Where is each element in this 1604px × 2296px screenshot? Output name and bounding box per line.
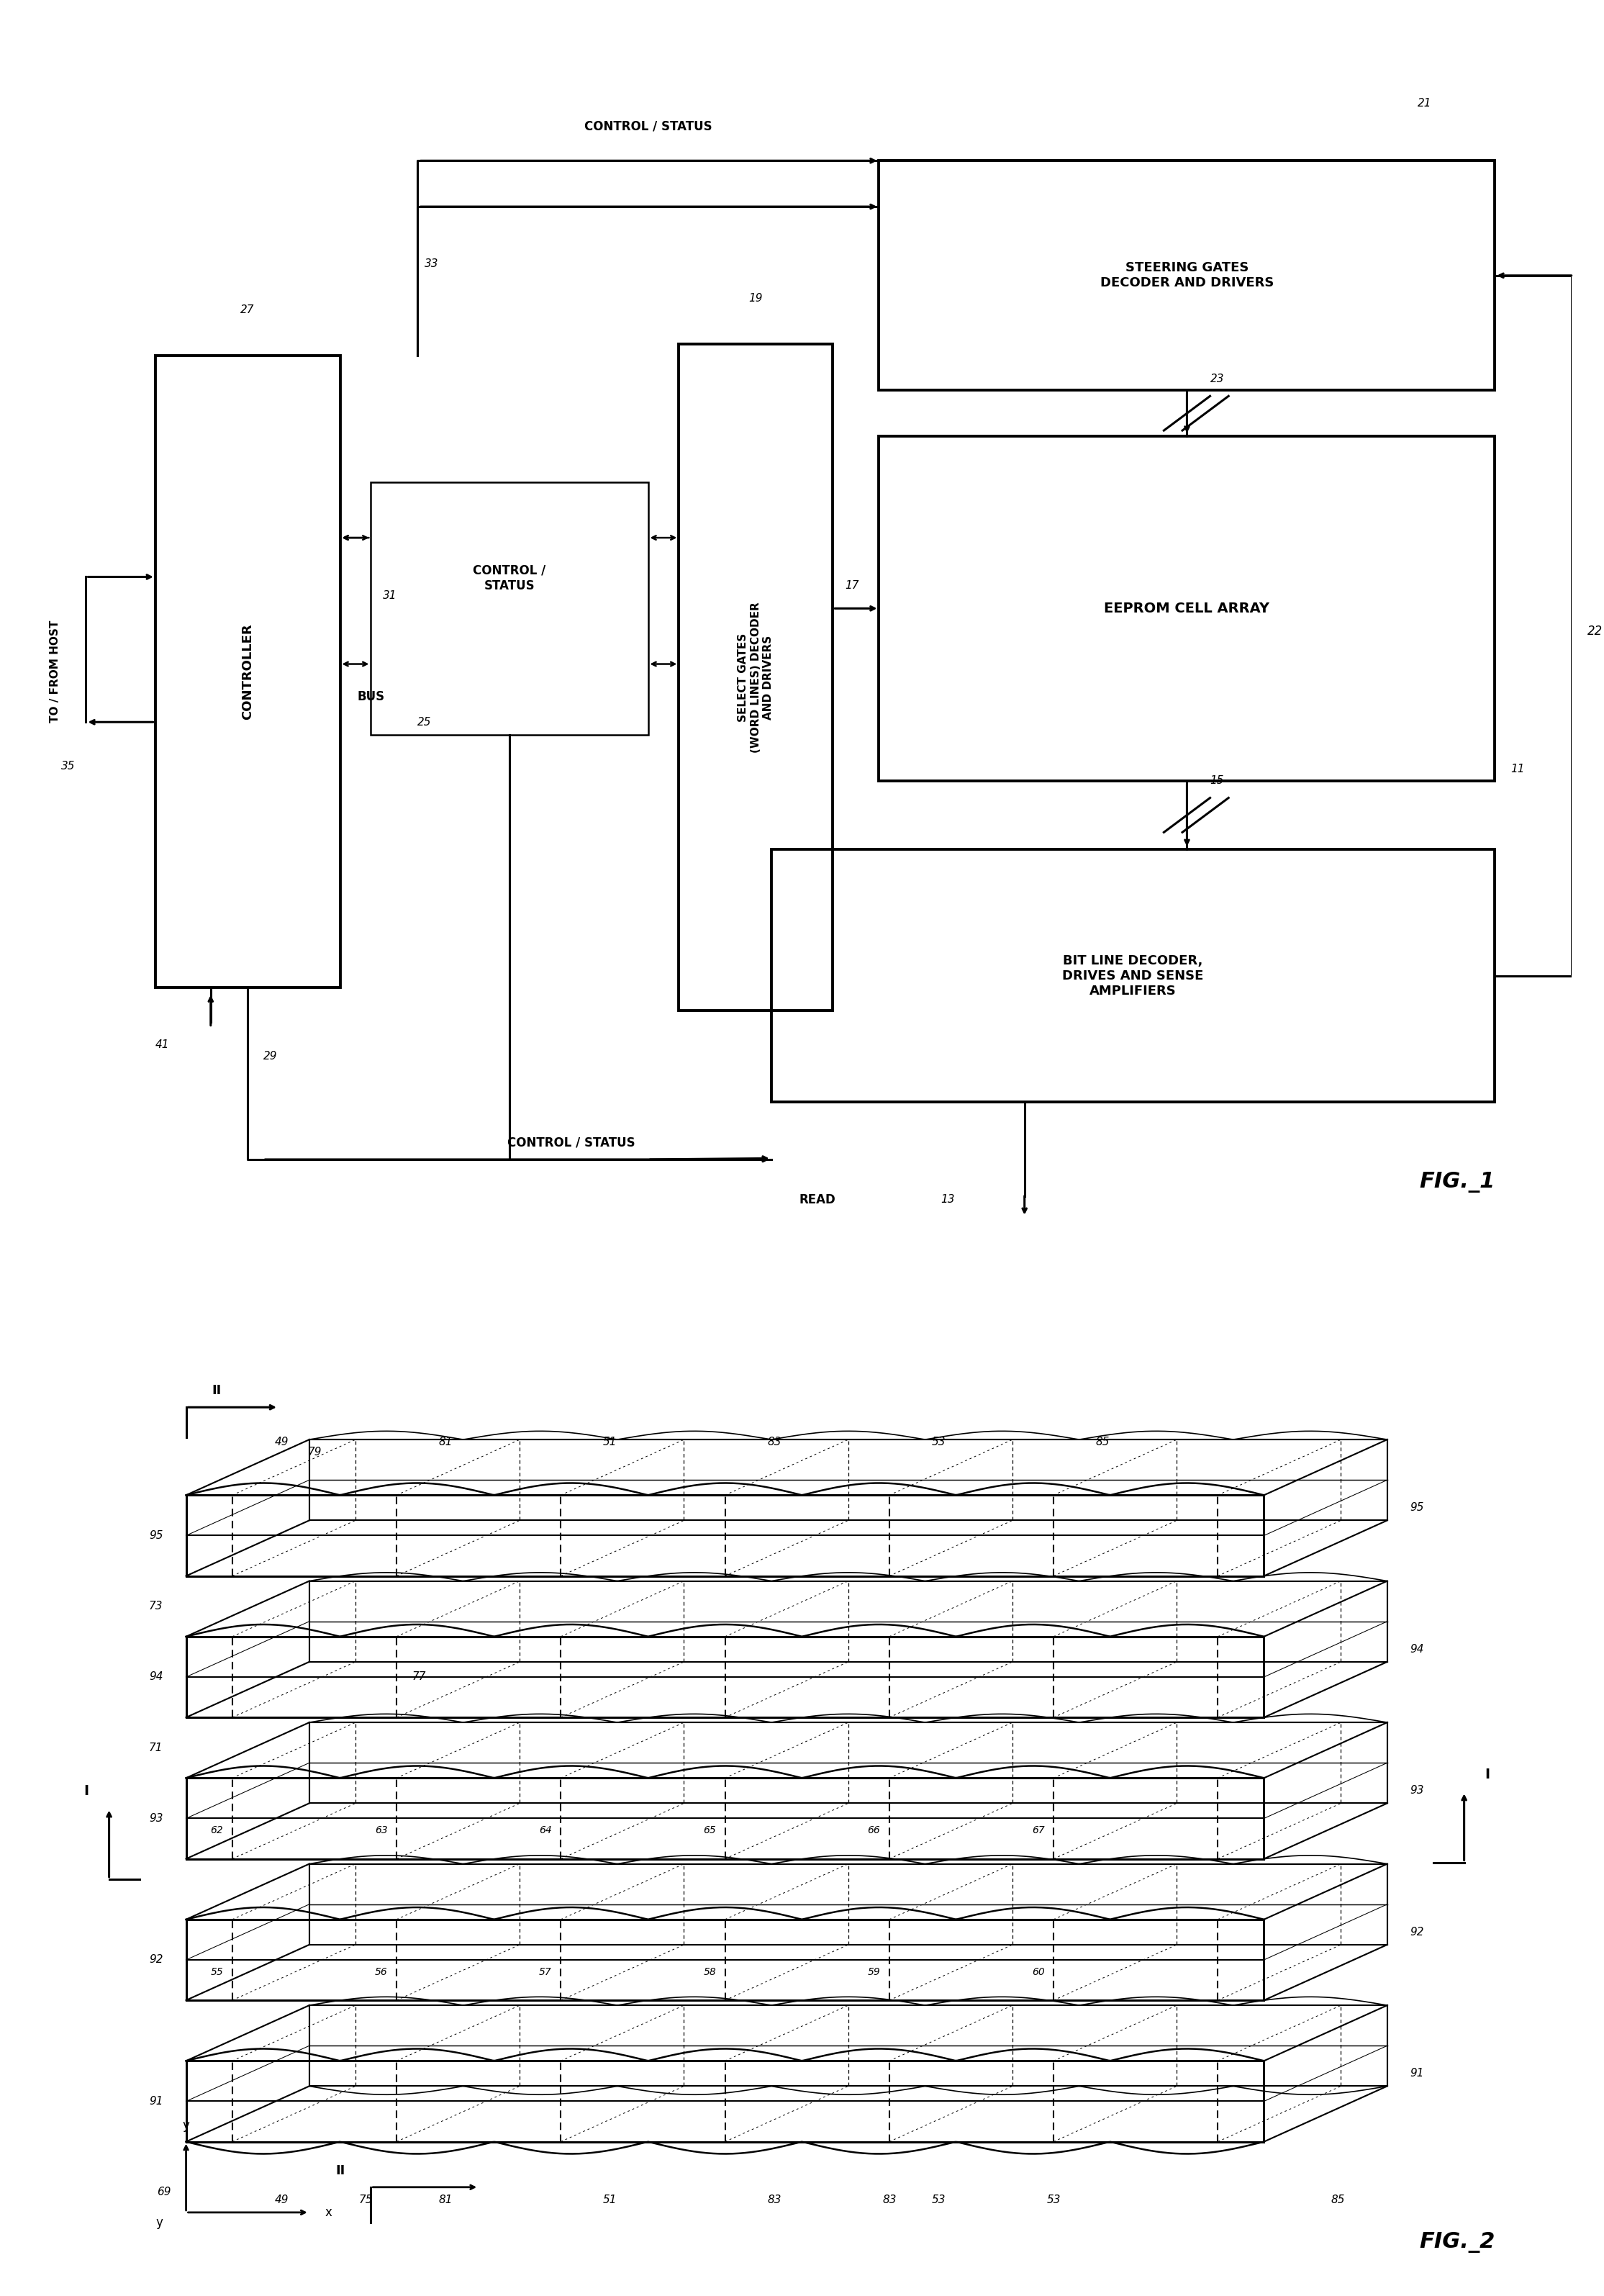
Text: II: II: [335, 2165, 345, 2177]
Text: 65: 65: [703, 1825, 715, 1835]
Text: 83: 83: [767, 1437, 781, 1449]
Text: 41: 41: [156, 1040, 170, 1049]
Text: 85: 85: [1096, 1437, 1110, 1449]
Text: FIG._1: FIG._1: [1420, 1171, 1495, 1194]
Bar: [879, 161, 1495, 390]
Text: 59: 59: [868, 1968, 881, 1977]
Text: II: II: [212, 1384, 221, 1398]
Text: 49: 49: [274, 1437, 289, 1449]
Text: x: x: [324, 2206, 332, 2218]
Text: 22: 22: [1588, 625, 1602, 638]
Text: 60: 60: [1031, 1968, 1044, 1977]
Text: y: y: [156, 2216, 164, 2229]
Text: SELECT GATES
(WORD LINES) DECODER
AND DRIVERS: SELECT GATES (WORD LINES) DECODER AND DR…: [738, 602, 773, 753]
Text: 77: 77: [412, 1671, 427, 1683]
Text: 15: 15: [1209, 776, 1224, 785]
Text: CONTROLLER: CONTROLLER: [241, 625, 253, 719]
Text: 94: 94: [1410, 1644, 1424, 1655]
Text: 81: 81: [439, 1437, 452, 1449]
Text: 11: 11: [1511, 765, 1524, 774]
Text: y: y: [183, 2119, 189, 2131]
Text: 92: 92: [149, 1954, 164, 1965]
Text: 58: 58: [703, 1968, 715, 1977]
Text: 56: 56: [375, 1968, 388, 1977]
Text: 95: 95: [1410, 1502, 1424, 1513]
Text: 53: 53: [932, 2195, 945, 2204]
Text: 83: 83: [882, 2195, 897, 2204]
Text: TO / FROM HOST: TO / FROM HOST: [50, 620, 61, 723]
Bar: [156, 356, 340, 987]
Text: BUS: BUS: [358, 691, 385, 703]
Bar: [772, 850, 1495, 1102]
Text: 57: 57: [539, 1968, 552, 1977]
Text: 75: 75: [359, 2195, 372, 2204]
Text: 23: 23: [1209, 374, 1224, 383]
Text: 63: 63: [375, 1825, 388, 1835]
Text: 62: 62: [210, 1825, 223, 1835]
Text: CONTROL /
STATUS: CONTROL / STATUS: [473, 565, 545, 592]
Text: 92: 92: [1410, 1926, 1424, 1938]
Text: 67: 67: [1031, 1825, 1044, 1835]
Text: 85: 85: [1331, 2195, 1344, 2204]
Text: 93: 93: [149, 1814, 164, 1823]
Text: 93: 93: [1410, 1786, 1424, 1795]
Text: 91: 91: [1410, 2069, 1424, 2078]
Text: 27: 27: [241, 305, 255, 315]
Text: 55: 55: [210, 1968, 223, 1977]
Text: 94: 94: [149, 1671, 164, 1683]
Text: 25: 25: [417, 716, 431, 728]
Text: 66: 66: [868, 1825, 881, 1835]
Text: 53: 53: [932, 1437, 945, 1449]
Text: 95: 95: [149, 1529, 164, 1541]
Text: CONTROL / STATUS: CONTROL / STATUS: [584, 119, 712, 133]
Text: 69: 69: [157, 2186, 170, 2197]
Bar: [678, 344, 832, 1010]
Text: 33: 33: [425, 259, 439, 269]
Text: I: I: [1485, 1768, 1490, 1782]
Text: 19: 19: [749, 294, 764, 303]
Text: 51: 51: [603, 2195, 618, 2204]
Text: I: I: [83, 1784, 88, 1798]
Text: 83: 83: [767, 2195, 781, 2204]
Text: 49: 49: [274, 2195, 289, 2204]
Text: 73: 73: [149, 1600, 164, 1612]
Text: 21: 21: [1418, 99, 1432, 108]
Text: 35: 35: [61, 760, 75, 771]
Text: STEERING GATES
DECODER AND DRIVERS: STEERING GATES DECODER AND DRIVERS: [1100, 262, 1274, 289]
Text: 29: 29: [263, 1052, 277, 1061]
Text: 53: 53: [1046, 2195, 1060, 2204]
Text: 71: 71: [149, 1743, 164, 1754]
Text: BIT LINE DECODER,
DRIVES AND SENSE
AMPLIFIERS: BIT LINE DECODER, DRIVES AND SENSE AMPLI…: [1062, 955, 1203, 996]
Text: 51: 51: [603, 1437, 618, 1449]
Text: FIG._2: FIG._2: [1420, 2232, 1495, 2252]
Text: CONTROL / STATUS: CONTROL / STATUS: [507, 1137, 635, 1148]
Text: READ: READ: [799, 1194, 836, 1205]
Text: 13: 13: [940, 1194, 954, 1205]
Bar: [371, 482, 648, 735]
Text: EEPROM CELL ARRAY: EEPROM CELL ARRAY: [1104, 602, 1270, 615]
Text: 64: 64: [539, 1825, 552, 1835]
Text: 81: 81: [439, 2195, 452, 2204]
Text: 91: 91: [149, 2096, 164, 2108]
Bar: [879, 436, 1495, 781]
Text: 31: 31: [383, 590, 398, 602]
Text: 79: 79: [308, 1446, 321, 1458]
Text: 17: 17: [845, 581, 860, 590]
